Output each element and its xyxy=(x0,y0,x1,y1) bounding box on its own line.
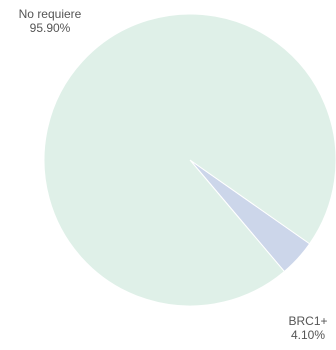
slice-value-no-requiere: 95.90% xyxy=(29,21,71,35)
slice-category-brc1: BRC1+ xyxy=(288,314,328,328)
slice-value-brc1: 4.10% xyxy=(290,328,326,342)
slice-no-requiere xyxy=(43,13,336,307)
slice-label-no-requiere: No requiere 95.90% xyxy=(0,7,100,35)
pie-slices xyxy=(43,13,336,307)
slice-label-brc1: BRC1+ 4.10% xyxy=(283,314,333,342)
slice-category-no-requiere: No requiere xyxy=(18,7,82,21)
